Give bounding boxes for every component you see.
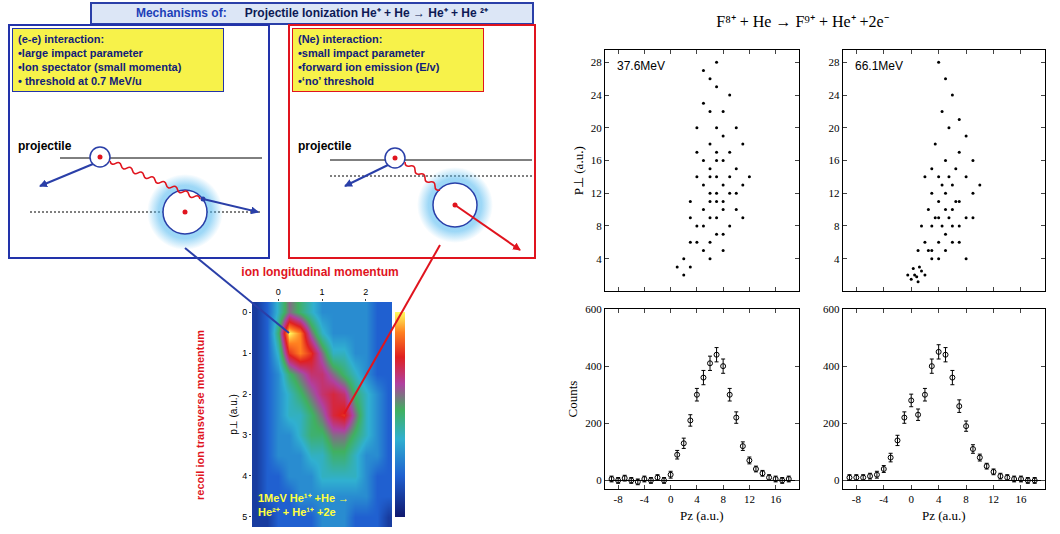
svg-text:0: 0	[276, 287, 281, 297]
svg-text:12: 12	[744, 493, 755, 505]
svg-text:Counts: Counts	[565, 381, 580, 418]
svg-text:400: 400	[823, 360, 840, 372]
svg-text:1MeV He¹⁺ +He →He²⁺ + He¹⁺ +2e: 1MeV He¹⁺ +He →He²⁺ + He¹⁺ +2e	[258, 492, 349, 518]
svg-text:16: 16	[591, 154, 603, 166]
svg-text:66.1MeV: 66.1MeV	[855, 59, 903, 73]
svg-text:600: 600	[823, 303, 840, 315]
svg-text:400: 400	[585, 360, 602, 372]
svg-text:4: 4	[834, 253, 840, 265]
html-text:(e-e) interaction:: (e-e) interaction:	[18, 33, 105, 45]
svg-text:16: 16	[1015, 493, 1027, 505]
svg-text:600: 600	[585, 303, 602, 315]
svg-text:F⁸⁺ + He → F⁹⁺ + He⁺ +2e⁻: F⁸⁺ + He → F⁹⁺ + He⁺ +2e⁻	[716, 13, 888, 30]
svg-text:-8: -8	[614, 493, 624, 505]
html-text:• threshold at 0.7 MeV/u: • threshold at 0.7 MeV/u	[18, 75, 142, 87]
svg-text:8: 8	[720, 493, 726, 505]
svg-text:8: 8	[596, 220, 602, 232]
svg-text:0: 0	[668, 493, 674, 505]
svg-text:200: 200	[823, 417, 840, 429]
svg-text:12: 12	[591, 187, 602, 199]
html-text:•forward ion emission (E/v): •forward ion emission (E/v)	[298, 61, 440, 73]
svg-text:0: 0	[596, 474, 602, 486]
svg-text:24: 24	[828, 89, 840, 101]
html-text:Mechanisms of:: Mechanisms of:	[136, 6, 227, 20]
svg-text:p⊥ (a.u.): p⊥ (a.u.)	[228, 394, 239, 435]
svg-text:projectile: projectile	[298, 139, 352, 153]
svg-text:ion longitudinal momentum: ion longitudinal momentum	[241, 265, 398, 279]
svg-text:0: 0	[834, 474, 840, 486]
svg-text:0: 0	[908, 493, 914, 505]
svg-text:-4: -4	[879, 493, 889, 505]
svg-text:1: 1	[242, 348, 247, 358]
svg-text:projectile: projectile	[18, 139, 72, 153]
svg-text:4: 4	[596, 253, 602, 265]
svg-text:28: 28	[591, 56, 603, 68]
svg-text:20: 20	[828, 122, 840, 134]
svg-text:3: 3	[242, 430, 247, 440]
svg-text:16: 16	[828, 154, 840, 166]
svg-text:20: 20	[591, 122, 603, 134]
svg-text:4: 4	[242, 471, 247, 481]
svg-text:28: 28	[828, 56, 840, 68]
svg-text:12: 12	[988, 493, 999, 505]
svg-text:0: 0	[242, 307, 247, 317]
svg-text:2: 2	[242, 389, 247, 399]
svg-text:recoil ion transverse momentum: recoil ion transverse momentum	[194, 330, 206, 500]
svg-text:5: 5	[242, 512, 247, 522]
svg-text:37.6MeV: 37.6MeV	[617, 59, 665, 73]
svg-text:4: 4	[936, 493, 942, 505]
html-text:Projectile Ionization He⁺ + He: Projectile Ionization He⁺ + He → He⁺ + H…	[244, 6, 488, 20]
svg-text:200: 200	[585, 417, 602, 429]
svg-text:P⊥ (a.u.): P⊥ (a.u.)	[571, 146, 586, 195]
svg-text:8: 8	[963, 493, 969, 505]
svg-text:-4: -4	[640, 493, 650, 505]
svg-text:Pz (a.u.): Pz (a.u.)	[922, 508, 966, 523]
html-text:•large impact parameter: •large impact parameter	[18, 47, 143, 59]
svg-text:2: 2	[363, 287, 368, 297]
svg-text:24: 24	[591, 89, 603, 101]
svg-text:4: 4	[694, 493, 700, 505]
html-text:•‘no’ threshold: •‘no’ threshold	[298, 75, 374, 87]
svg-text:-8: -8	[852, 493, 862, 505]
svg-text:8: 8	[834, 220, 840, 232]
html-text:(Ne) interaction:: (Ne) interaction:	[298, 33, 383, 45]
html-text:•small impact parameter: •small impact parameter	[298, 47, 425, 59]
svg-text:12: 12	[828, 187, 839, 199]
svg-text:1: 1	[319, 287, 324, 297]
svg-text:Pz (a.u.): Pz (a.u.)	[680, 508, 724, 523]
svg-text:16: 16	[770, 493, 782, 505]
html-text:•Ion spectator (small momenta): •Ion spectator (small momenta)	[18, 61, 182, 73]
